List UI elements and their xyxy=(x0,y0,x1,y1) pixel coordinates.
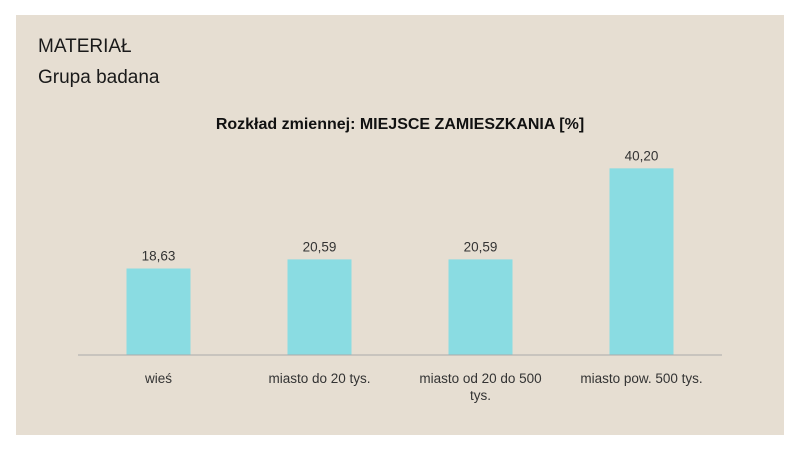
slide-subheading: Grupa badana xyxy=(38,67,160,88)
slide-heading: MATERIAŁ xyxy=(38,36,132,57)
chart-title: Rozkład zmiennej: MIEJSCE ZAMIESZKANIA [… xyxy=(215,116,585,133)
x-tick-label-1: miasto do 20 tys. xyxy=(268,371,370,386)
data-label-1: 20,59 xyxy=(303,239,337,254)
bar-0 xyxy=(126,268,191,355)
x-tick-label-0: wieś xyxy=(144,371,172,386)
bar-2 xyxy=(448,259,513,355)
x-tick-label-3: miasto pow. 500 tys. xyxy=(580,371,702,386)
bar-1 xyxy=(287,259,352,355)
x-tick-label-2: miasto od 20 do 500 tys. xyxy=(419,371,541,403)
bar-3 xyxy=(609,168,674,355)
data-label-0: 18,63 xyxy=(142,249,176,264)
data-label-2: 20,59 xyxy=(464,239,498,254)
data-label-3: 40,20 xyxy=(625,148,659,163)
